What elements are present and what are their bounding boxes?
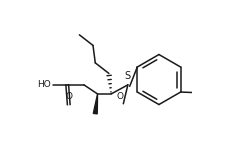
Text: O: O: [117, 92, 124, 101]
Text: O: O: [65, 92, 72, 101]
Text: S: S: [125, 71, 131, 81]
Text: HO: HO: [38, 80, 51, 89]
Polygon shape: [93, 94, 98, 114]
